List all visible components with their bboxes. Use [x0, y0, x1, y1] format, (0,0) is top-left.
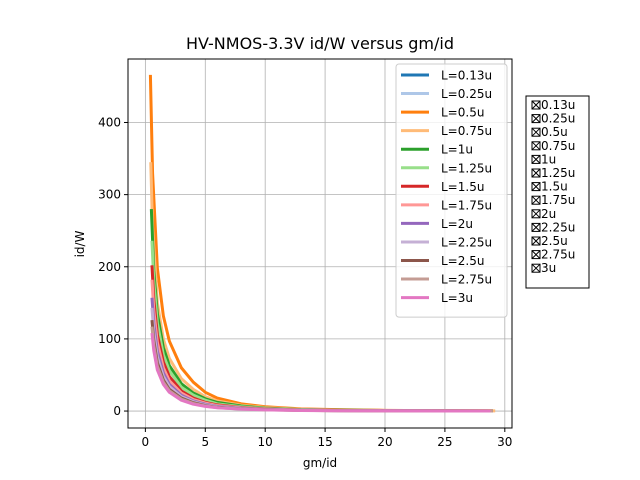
- length-checkbox-0-13u[interactable]: 0.13u: [531, 98, 575, 112]
- legend-box: [395, 63, 508, 318]
- checkbox-check-mark: [531, 127, 541, 137]
- length-checkbox-2u[interactable]: 2u: [531, 207, 556, 221]
- length-checkbox-2-75u[interactable]: 2.75u: [531, 248, 575, 262]
- checkbox-label: 2.25u: [541, 220, 575, 234]
- y-tick-label: 400: [98, 115, 121, 129]
- legend-label: L=3u: [441, 291, 473, 305]
- checkbox-label: 1.75u: [541, 193, 575, 207]
- legend-label: L=2.5u: [441, 254, 484, 268]
- legend: L=0.13u L=0.25u L=0.5u L=0.75u L=1u L=1.25u L=…: [395, 63, 508, 318]
- legend-label: L=0.5u: [441, 106, 484, 120]
- x-tick-label: 10: [258, 435, 273, 449]
- length-checkbox-3u[interactable]: 3u: [531, 261, 556, 275]
- checkbox-label: 0.5u: [541, 125, 568, 139]
- checkbox-label: 0.13u: [541, 98, 575, 112]
- length-checkbox-0-25u[interactable]: 0.25u: [531, 112, 575, 126]
- length-checkbox-2-5u[interactable]: 2.5u: [531, 234, 568, 248]
- series-line-l-3u: [150, 332, 491, 413]
- legend-label: L=2.25u: [441, 235, 492, 249]
- length-checkbox-1u[interactable]: 1u: [531, 152, 556, 166]
- checkbox-label: 2.5u: [541, 234, 568, 248]
- length-checkbox-2-25u[interactable]: 2.25u: [531, 220, 575, 234]
- x-tick-label: 0: [142, 435, 150, 449]
- length-checkbox-1-75u[interactable]: 1.75u: [531, 193, 575, 207]
- checkbox-label: 2u: [541, 207, 556, 221]
- y-tick-label: 300: [98, 188, 121, 202]
- y-axis-label: id/W: [73, 230, 87, 257]
- checkbox-label: 1u: [541, 152, 556, 166]
- checkbox-check-mark: [531, 236, 541, 246]
- y-tick-label: 0: [113, 404, 121, 418]
- checkbox-label: 0.25u: [541, 112, 575, 126]
- checkbox-check-mark: [531, 195, 541, 205]
- checkbox-label: 0.75u: [541, 139, 575, 153]
- length-checkbox-0-5u[interactable]: 0.5u: [531, 125, 568, 139]
- y-tick-label: 200: [98, 260, 121, 274]
- checkbox-label: 2.75u: [541, 248, 575, 262]
- checkbox-check-mark: [531, 155, 541, 164]
- y-tick-label: 100: [98, 332, 121, 346]
- x-tick-label: 15: [317, 435, 332, 449]
- chart-title: HV-NMOS-3.3V id/W versus gm/id: [186, 34, 454, 53]
- length-checkbox-0-75u[interactable]: 0.75u: [531, 139, 575, 153]
- legend-label: L=1.75u: [441, 198, 492, 212]
- x-axis-label: gm/id: [303, 456, 337, 470]
- x-tick-label: 25: [437, 435, 452, 449]
- length-checkbox-panel: 0.13u0.25u0.5u0.75u1u1.25u1.5u1.75u2u2.2…: [525, 95, 590, 289]
- legend-label: L=0.13u: [441, 69, 492, 83]
- length-checkbox-1-25u[interactable]: 1.25u: [531, 166, 575, 180]
- checkbox-check-mark: [531, 223, 541, 232]
- checkbox-check-mark: [531, 100, 541, 110]
- checkbox-check-mark: [531, 209, 541, 219]
- checkbox-label: 1.5u: [541, 180, 568, 194]
- legend-label: L=1.25u: [441, 161, 492, 175]
- checkbox-check-mark: [531, 141, 541, 151]
- checkbox-check-mark: [531, 168, 541, 178]
- legend-label: L=1u: [441, 143, 473, 157]
- length-checkbox-1-5u[interactable]: 1.5u: [531, 180, 568, 194]
- legend-label: L=0.75u: [441, 124, 492, 138]
- checkbox-check-mark: [531, 250, 541, 259]
- x-tick-label: 5: [201, 435, 209, 449]
- checkbox-label: 1.25u: [541, 166, 575, 180]
- legend-label: L=2.75u: [441, 273, 492, 287]
- legend-label: L=2u: [441, 217, 473, 231]
- x-tick-label: 20: [377, 435, 392, 449]
- checkbox-label: 3u: [541, 261, 556, 275]
- legend-label: L=0.25u: [441, 87, 492, 101]
- x-tick-label: 30: [497, 435, 512, 449]
- checkbox-check-mark: [531, 114, 541, 123]
- legend-label: L=1.5u: [441, 180, 484, 194]
- series-lines: [148, 74, 496, 413]
- checkbox-check-mark: [531, 182, 541, 191]
- checkbox-check-mark: [531, 263, 541, 273]
- axes-frame: [127, 58, 513, 429]
